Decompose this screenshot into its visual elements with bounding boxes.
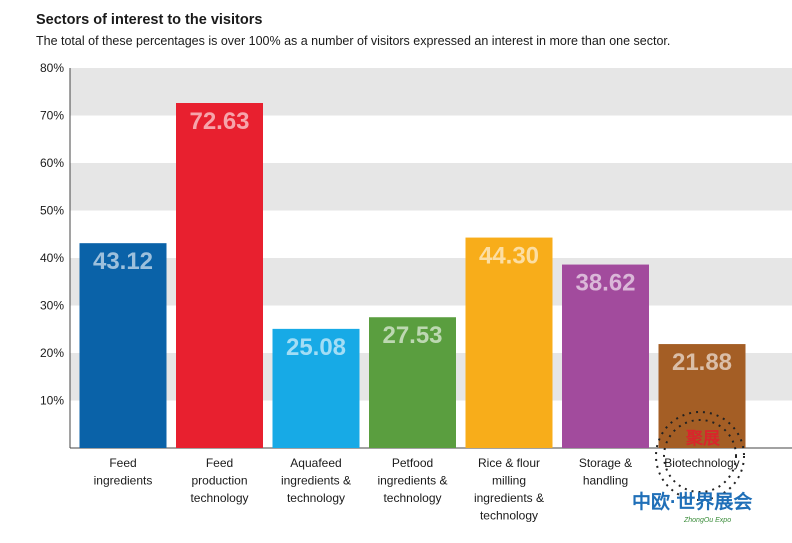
x-category-label: Feed production technology xyxy=(190,456,248,505)
x-category-label: Aquafeed ingredients & technology xyxy=(281,456,351,505)
bar xyxy=(562,264,649,448)
x-category-label: Rice & flour milling ingredients & technolo… xyxy=(474,456,544,523)
chart-title: Sectors of interest to the visitors xyxy=(36,12,263,28)
bar-value-label: 27.53 xyxy=(382,322,442,349)
y-tick-label: 20% xyxy=(40,346,64,360)
y-tick-label: 30% xyxy=(40,299,64,313)
y-tick-label: 50% xyxy=(40,204,64,218)
bar-value-label: 43.12 xyxy=(93,248,153,275)
watermark-logo: 聚展 中欧·世界展会 ZhongOu Expo xyxy=(632,411,752,524)
bar-value-label: 25.08 xyxy=(286,334,346,361)
bar xyxy=(176,103,263,448)
bar xyxy=(79,243,167,448)
bar xyxy=(465,237,553,448)
bar xyxy=(658,344,746,448)
chart-subtitle: The total of these percentages is over 1… xyxy=(36,34,671,48)
y-tick-label: 40% xyxy=(40,251,64,265)
watermark-top-text: 聚展 xyxy=(685,429,720,448)
y-tick-label: 80% xyxy=(40,61,64,75)
watermark-sub-text: ZhongOu Expo xyxy=(683,517,731,524)
y-tick-label: 60% xyxy=(40,156,64,170)
bar-value-label: 38.62 xyxy=(575,270,635,297)
watermark-main-text: 中欧·世界展会 xyxy=(632,490,752,513)
x-category-label: Feed ingredients xyxy=(94,456,153,488)
bar-value-label: 21.88 xyxy=(672,349,732,376)
y-tick-label: 70% xyxy=(40,109,64,123)
x-category-label: Biotechnology xyxy=(664,456,739,470)
x-category-label: Petfood ingredients & technology xyxy=(377,456,447,505)
bar-value-label: 72.63 xyxy=(189,108,249,135)
bar xyxy=(369,317,456,448)
x-category-label: Storage & handling xyxy=(579,456,632,488)
bar xyxy=(272,328,360,448)
y-tick-label: 10% xyxy=(40,394,64,408)
bar-value-label: 44.30 xyxy=(479,243,539,270)
